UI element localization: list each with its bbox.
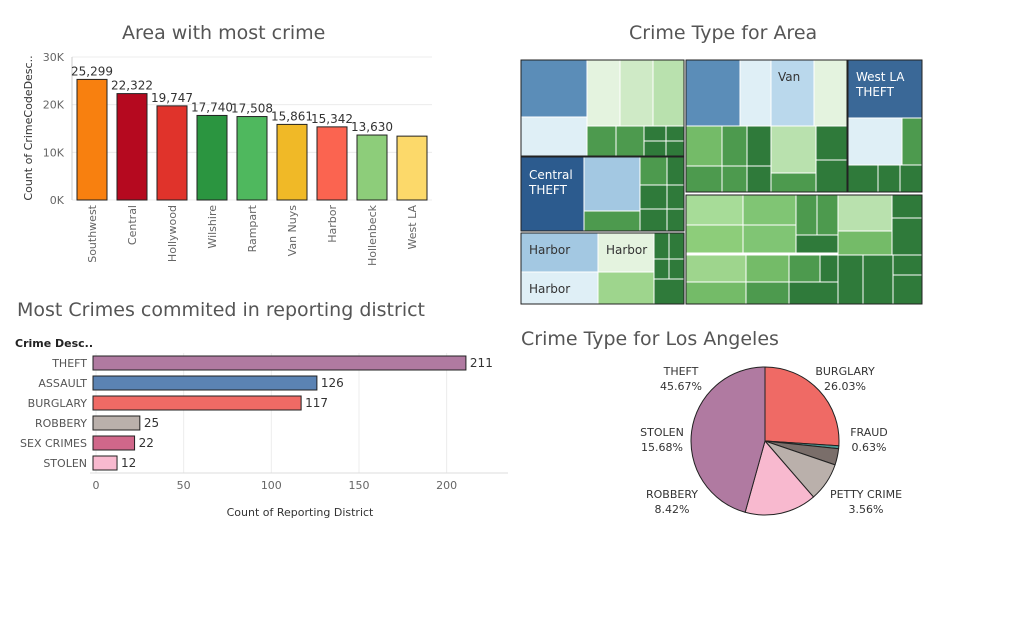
area-bar-van-nuys[interactable]: [276, 123, 308, 201]
treemap-label-central-2: THEFT: [528, 183, 568, 197]
district-bar-stolen[interactable]: [92, 455, 118, 471]
area-category-label: Wilshire: [206, 205, 219, 249]
pie-pct-fraud: 0.63%: [852, 441, 887, 454]
district-value-label: 22: [139, 436, 154, 450]
area-value-label: 19,747: [151, 91, 193, 105]
district-category-label: ASSAULT: [38, 377, 87, 390]
crime-type-pie-chart: BURGLARY 26.03% FRAUD 0.63% PETTY CRIME 3.56%…: [640, 365, 902, 516]
pie-pct-petty-crime: 3.56%: [849, 503, 884, 516]
district-value-label: 126: [321, 376, 344, 390]
area-category-label: Hollenbeck: [366, 204, 379, 266]
area-value-label: 15,861: [271, 109, 313, 123]
district-category-label: BURGLARY: [28, 397, 88, 410]
treemap-label-van: Van: [778, 70, 800, 84]
district-xtick-label: 50: [177, 479, 191, 492]
treemap-label-harbor-3: Harbor: [529, 282, 570, 296]
area-ytick-label: 0K: [50, 194, 65, 207]
area-value-label: 17,508: [231, 102, 273, 116]
area-value-label: 22,322: [111, 79, 153, 93]
district-xtick-label: 200: [436, 479, 457, 492]
district-category-label: STOLEN: [43, 457, 87, 470]
district-bar-sex-crimes[interactable]: [92, 435, 136, 451]
pie-chart-title: Crime Type for Los Angeles: [521, 328, 779, 350]
area-ytick-label: 30K: [43, 51, 65, 64]
area-ylabel: Count of CrimeCodeDesc..: [22, 55, 35, 200]
area-ytick-label: 10K: [43, 146, 65, 159]
treemap-label-harbor-1: Harbor: [529, 243, 570, 257]
pie-slice-theft[interactable]: [690, 366, 766, 513]
district-value-label: 25: [144, 416, 159, 430]
pie-pct-burglary: 26.03%: [824, 380, 866, 393]
pie-pct-theft: 45.67%: [660, 380, 702, 393]
treemap-label-harbor-2: Harbor: [606, 243, 647, 257]
area-bar-harbor[interactable]: [316, 126, 348, 201]
area-category-label: West LA: [406, 205, 419, 250]
pie-slice-stolen[interactable]: [744, 439, 815, 516]
area-bar-southwest[interactable]: [76, 78, 108, 201]
area-bar-chart: 0K 10K 20K 30K Count of CrimeCodeDesc.. 25,29…: [22, 51, 432, 266]
pie-label-burglary: BURGLARY: [815, 365, 875, 378]
district-value-label: 211: [470, 356, 493, 370]
district-value-label: 117: [305, 396, 328, 410]
pie-label-stolen: STOLEN: [640, 426, 684, 439]
area-value-label: 15,342: [311, 112, 353, 126]
treemap-label-central-1: Central: [529, 168, 573, 182]
area-category-label: Central: [126, 205, 139, 245]
district-chart-title: Most Crimes commited in reporting distri…: [17, 299, 425, 321]
area-value-label: 17,740: [191, 100, 233, 114]
pie-label-robbery: ROBBERY: [646, 488, 698, 501]
district-category-label: THEFT: [51, 357, 87, 370]
treemap-label-westla-1: West LA: [856, 70, 905, 84]
district-bar-chart: 0 50 100 150 200 Crime Desc.. Count of Reporti…: [15, 337, 508, 519]
area-bar-wilshire[interactable]: [196, 114, 228, 201]
district-category-label: SEX CRIMES: [20, 437, 87, 450]
area-value-label: 25,299: [71, 64, 113, 78]
district-xtick-label: 150: [348, 479, 369, 492]
area-bar-hollenbeck[interactable]: [356, 134, 388, 201]
district-bar-assault[interactable]: [92, 375, 318, 391]
pie-slice-burglary[interactable]: [764, 366, 840, 447]
area-ytick-label: 20K: [43, 99, 65, 112]
area-bar-central[interactable]: [116, 93, 148, 201]
district-bar-burglary[interactable]: [92, 395, 302, 411]
crime-type-treemap: Van West LA THEFT Central THEFT Harbor H…: [520, 59, 923, 305]
area-value-label: 13,630: [351, 120, 393, 134]
treemap-label-westla-2: THEFT: [855, 85, 895, 99]
district-xlabel: Count of Reporting District: [227, 506, 374, 519]
pie-label-petty-crime: PETTY CRIME: [830, 488, 902, 501]
treemap-borders: [520, 59, 923, 305]
district-category-header: Crime Desc..: [15, 337, 93, 350]
area-bar-west-la[interactable]: [396, 135, 428, 201]
district-xtick-label: 0: [93, 479, 100, 492]
district-category-label: ROBBERY: [35, 417, 87, 430]
area-chart-title: Area with most crime: [122, 22, 326, 44]
district-xtick-label: 100: [261, 479, 282, 492]
district-bar-theft[interactable]: [92, 355, 467, 371]
district-value-label: 12: [121, 456, 136, 470]
area-bar-hollywood[interactable]: [156, 105, 188, 201]
pie-label-theft: THEFT: [663, 365, 699, 378]
area-category-label: Harbor: [326, 205, 339, 243]
pie-pct-robbery: 8.42%: [655, 503, 690, 516]
area-category-label: Hollywood: [166, 205, 179, 262]
area-bar-rampart[interactable]: [236, 116, 268, 201]
pie-pct-stolen: 15.68%: [641, 441, 683, 454]
district-bar-robbery[interactable]: [92, 415, 141, 431]
area-category-label: Southwest: [86, 204, 99, 262]
area-category-label: Rampart: [246, 204, 259, 252]
treemap-title: Crime Type for Area: [629, 22, 818, 44]
pie-label-fraud: FRAUD: [850, 426, 888, 439]
area-category-label: Van Nuys: [286, 205, 299, 257]
